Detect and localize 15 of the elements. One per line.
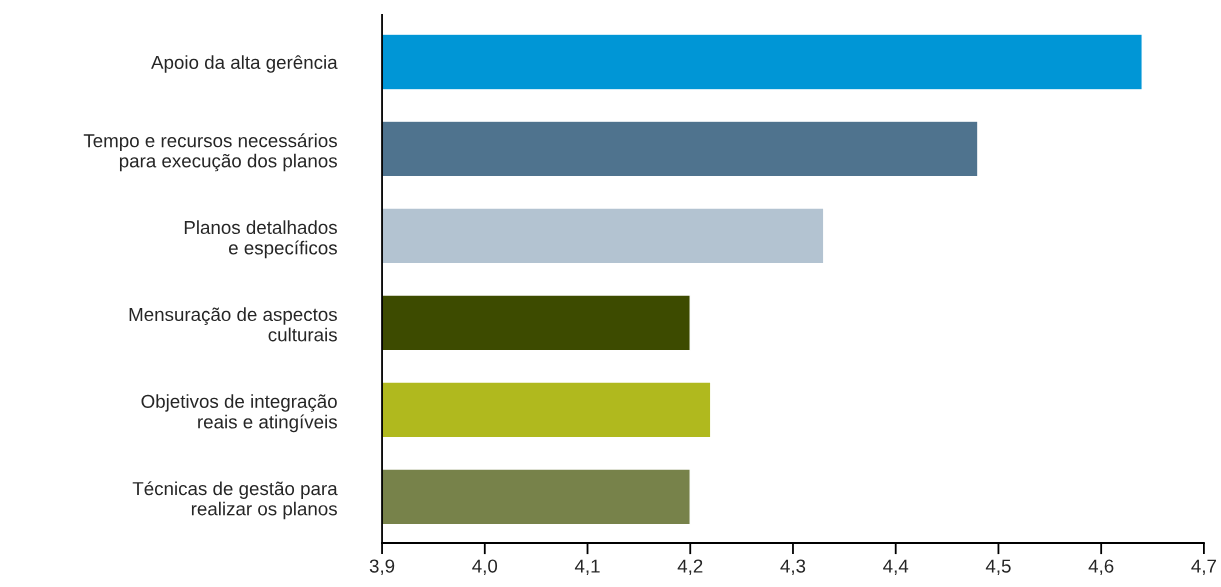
x-tick-label: 4,7 bbox=[1191, 559, 1216, 575]
x-tick-label: 4,0 bbox=[472, 559, 498, 575]
y-tick-label: Objetivos de integração reais e atingíveis bbox=[141, 394, 337, 433]
x-tick-label: 4,2 bbox=[677, 559, 703, 575]
x-tick-label: 3,9 bbox=[369, 559, 395, 575]
y-tick-label: Apoio da alta gerência bbox=[151, 55, 338, 73]
x-tick-label: 4,4 bbox=[883, 559, 909, 575]
x-tick-label: 4,6 bbox=[1088, 559, 1114, 575]
y-tick-label: Mensuração de aspectos culturais bbox=[129, 307, 337, 342]
y-tick-label: Planos detalhados e específicos bbox=[184, 220, 337, 259]
x-tick-label: 4,5 bbox=[985, 559, 1011, 575]
x-tick-label: 4,3 bbox=[780, 559, 806, 575]
y-tick-label: Técnicas de gestão para realizar os planos bbox=[132, 481, 338, 520]
x-tick-label: 4,1 bbox=[574, 559, 600, 575]
y-tick-label: Tempo e recursos necessários para execução dos planos bbox=[83, 133, 337, 172]
